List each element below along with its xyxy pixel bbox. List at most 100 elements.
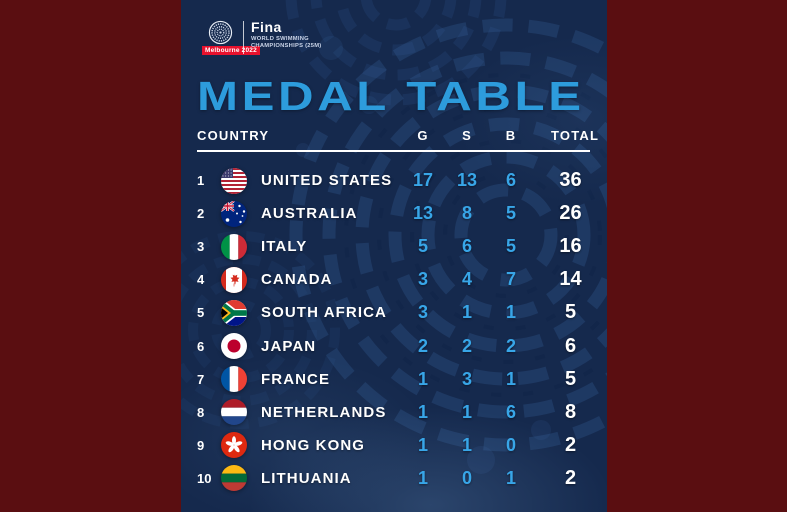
medal-table-panel: Melbourne 2022 Fina WORLD SWIMMING CHAMP…: [181, 0, 607, 512]
country-name: AUSTRALIA: [261, 205, 358, 223]
rank-label: 5: [197, 305, 205, 321]
rank-label: 8: [197, 404, 205, 420]
total-count: 14: [559, 268, 582, 291]
canada-flag-icon: [221, 266, 247, 293]
brand-divider: [243, 21, 244, 54]
australia-flag-icon: [221, 200, 247, 227]
rank-label: 6: [197, 338, 205, 354]
total-count: 5: [564, 367, 577, 390]
gold-count: 13: [412, 203, 434, 224]
italy-flag-icon: [221, 233, 247, 260]
silver-count: 13: [456, 170, 478, 191]
total-count: 26: [559, 202, 582, 225]
south-africa-flag-icon: [221, 299, 247, 326]
column-header-country: COUNTRY: [197, 128, 270, 143]
bronze-count: 6: [505, 401, 516, 422]
table-header-row: COUNTRY G S B TOTAL: [197, 128, 600, 152]
united-states-flag-icon: [221, 167, 247, 194]
country-name: HONG KONG: [261, 436, 366, 454]
event-subtitle: WORLD SWIMMING CHAMPIONSHIPS (25M): [251, 36, 321, 50]
table-row: 9 HONG KONG 1 1 0 2: [197, 429, 590, 462]
total-count: 36: [559, 169, 582, 192]
silver-count: 6: [461, 236, 472, 257]
rank-label: 1: [197, 173, 205, 189]
gold-count: 1: [417, 401, 428, 422]
total-count: 2: [564, 433, 577, 456]
lithuania-flag-icon: [221, 465, 247, 492]
total-count: 2: [564, 466, 577, 489]
rank-label: 4: [197, 272, 205, 288]
event-subtitle-line2: CHAMPIONSHIPS (25M): [251, 43, 322, 49]
medal-table: COUNTRY G S B TOTAL 1 UNITED STATES 17 13 6 3…: [197, 128, 600, 495]
table-row: 1 UNITED STATES 17 13 6 36: [197, 164, 590, 197]
bronze-count: 1: [505, 368, 516, 389]
country-name: FRANCE: [261, 370, 331, 388]
silver-count: 0: [461, 467, 472, 488]
event-branding: Melbourne 2022 Fina WORLD SWIMMING CHAMP…: [181, 0, 607, 64]
rank-label: 9: [197, 437, 205, 453]
country-name: UNITED STATES: [261, 172, 393, 190]
table-row: 7 FRANCE 1 3 1 5: [197, 363, 590, 396]
silver-count: 3: [461, 368, 472, 389]
bronze-count: 1: [505, 467, 516, 488]
table-row: 4 CANADA 3 4 7 14: [197, 263, 590, 296]
gold-count: 3: [417, 269, 428, 290]
silver-count: 1: [461, 302, 472, 323]
gold-count: 1: [417, 434, 428, 455]
column-header-silver: S: [462, 128, 472, 143]
table-row: 8 NETHERLANDS 1 1 6 8: [197, 396, 590, 429]
table-row: 6 JAPAN 2 2 2 6: [197, 329, 590, 362]
table-row: 5 SOUTH AFRICA 3 1 1 5: [197, 296, 590, 329]
bronze-count: 5: [505, 236, 516, 257]
total-count: 6: [564, 334, 577, 357]
background-pattern: [181, 0, 607, 474]
silver-count: 1: [461, 434, 472, 455]
table-row: 3 ITALY 5 6 5 16: [197, 230, 590, 263]
hong-kong-flag-icon: [221, 432, 247, 459]
rank-label: 2: [197, 206, 205, 222]
france-flag-icon: [221, 366, 247, 393]
japan-flag-icon: [221, 333, 247, 360]
gold-count: 5: [417, 236, 428, 257]
gold-count: 17: [412, 170, 434, 191]
page-title: MEDAL TABLE: [197, 73, 585, 119]
bronze-count: 6: [505, 170, 516, 191]
column-header-total: TOTAL: [551, 128, 600, 143]
bronze-count: 7: [505, 269, 516, 290]
total-count: 8: [564, 400, 577, 423]
table-row: 10 LITHUANIA 1 0 1 2: [197, 462, 590, 495]
total-count: 16: [559, 235, 582, 258]
fina-emblem-icon: [208, 20, 233, 45]
silver-count: 8: [461, 203, 472, 224]
silver-count: 2: [461, 335, 472, 356]
medal-table-rows: 1 UNITED STATES 17 13 6 36 2 AUSTRALIA 13 8 5 26 3 IT…: [197, 164, 590, 495]
country-name: LITHUANIA: [261, 469, 352, 487]
silver-count: 4: [461, 269, 472, 290]
bronze-count: 0: [505, 434, 516, 455]
column-header-gold: G: [417, 128, 429, 143]
rank-label: 7: [197, 371, 205, 387]
gold-count: 2: [417, 335, 428, 356]
total-count: 5: [564, 301, 577, 324]
host-city-badge: Melbourne 2022: [202, 46, 260, 55]
fina-wordmark: Fina: [251, 19, 282, 35]
gold-count: 3: [417, 302, 428, 323]
gold-count: 1: [417, 467, 428, 488]
silver-count: 1: [461, 401, 472, 422]
country-name: JAPAN: [261, 337, 317, 355]
column-header-bronze: B: [505, 128, 517, 143]
rank-label: 10: [197, 470, 212, 486]
country-name: NETHERLANDS: [261, 403, 387, 421]
rank-label: 3: [197, 239, 205, 255]
country-name: SOUTH AFRICA: [261, 304, 387, 322]
bronze-count: 2: [505, 335, 516, 356]
table-row: 2 AUSTRALIA 13 8 5 26: [197, 197, 590, 230]
netherlands-flag-icon: [221, 399, 247, 426]
country-name: CANADA: [261, 271, 333, 289]
bronze-count: 1: [505, 302, 516, 323]
bronze-count: 5: [505, 203, 516, 224]
event-subtitle-line1: WORLD SWIMMING: [251, 36, 309, 42]
country-name: ITALY: [261, 238, 308, 256]
gold-count: 1: [417, 368, 428, 389]
